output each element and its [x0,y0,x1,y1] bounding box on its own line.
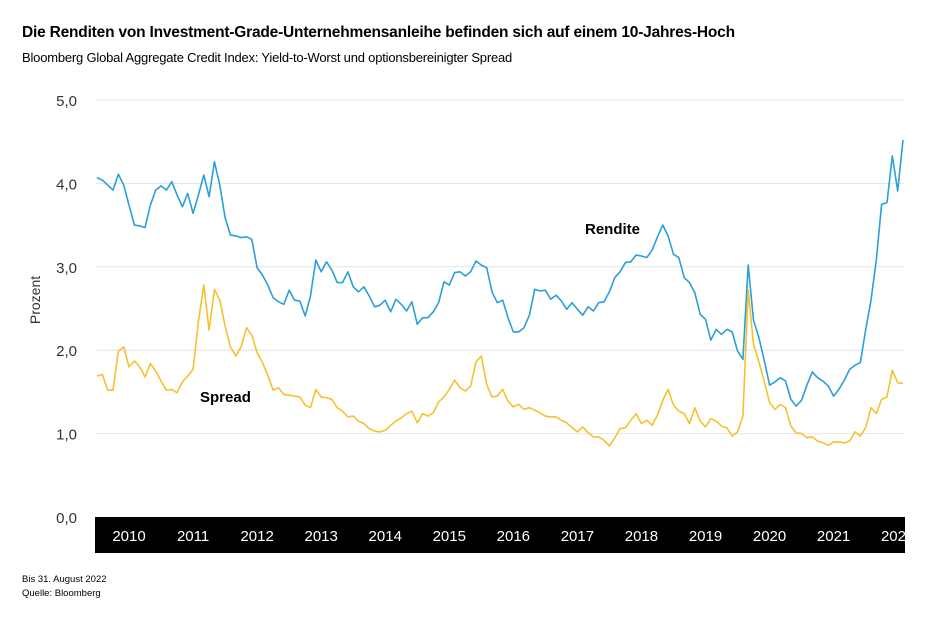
x-tick-label: 2021 [817,528,850,545]
x-tick-label: 2016 [497,528,530,545]
x-tick-label: 2015 [433,528,466,545]
x-tick-label: 2011 [177,528,209,545]
x-tick-label: 2020 [753,528,786,545]
y-tick-label: 1,0 [56,427,77,444]
footnote-date: Bis 31. August 2022 [22,574,107,585]
x-tick-label: 2014 [369,528,402,545]
y-tick-label: 3,0 [56,260,77,277]
chart-subtitle: Bloomberg Global Aggregate Credit Index:… [22,50,513,65]
y-axis-label: Prozent [27,276,43,324]
footnote-source: Quelle: Bloomberg [22,588,101,599]
x-tick-label: 2022 [881,528,914,545]
x-tick-label: 2017 [561,528,594,545]
annotation-spread: Spread [200,389,251,406]
series-line-spread [96,284,904,447]
x-tick-label: 2010 [112,528,145,545]
y-tick-label: 0,0 [56,510,77,527]
x-tick-label: 2019 [689,528,722,545]
x-tick-label: 2013 [304,528,337,545]
x-tick-label: 2012 [240,528,273,545]
chart-title: Die Renditen von Investment-Grade-Untern… [22,24,735,41]
series-line-rendite [96,139,904,407]
x-tick-label: 2018 [625,528,658,545]
y-tick-label: 2,0 [56,343,77,360]
y-tick-label: 5,0 [56,93,77,110]
annotation-rendite: Rendite [585,221,640,238]
y-tick-label: 4,0 [56,176,77,193]
x-axis-band [95,517,905,553]
